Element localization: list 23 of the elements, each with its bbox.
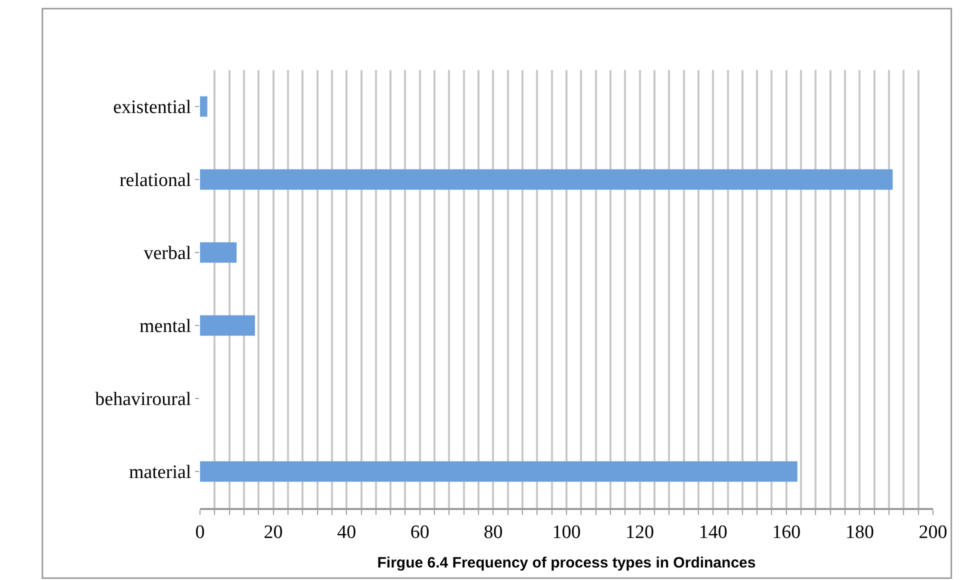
x-tick-label: 20 [264, 522, 283, 543]
x-tick-label: 100 [552, 522, 581, 543]
x-tick-label: 0 [195, 522, 205, 543]
x-tick-label: 200 [918, 522, 948, 543]
bar [200, 169, 893, 190]
x-tick-label: 80 [484, 522, 503, 543]
y-tick-label: behaviroural [95, 389, 192, 410]
x-tick-label: 160 [772, 522, 801, 543]
y-tick-label: verbal [144, 243, 192, 264]
x-tick-label: 140 [698, 522, 728, 543]
y-tick-label: material [128, 462, 192, 484]
x-tick-label: 180 [845, 522, 874, 543]
bar [200, 96, 208, 117]
x-tick-label: 40 [337, 522, 356, 543]
y-tick-label: mental [139, 316, 192, 338]
bar [200, 461, 798, 482]
x-tick-label: 60 [410, 522, 430, 543]
y-tick-label: relational [119, 170, 192, 192]
y-tick-label: existential [113, 97, 192, 118]
x-tick-label: 120 [626, 522, 654, 543]
x-axis-title: Firgue 6.4 Frequency of process types in Ordinances [377, 554, 756, 572]
bar [200, 242, 237, 263]
bar [200, 315, 255, 336]
